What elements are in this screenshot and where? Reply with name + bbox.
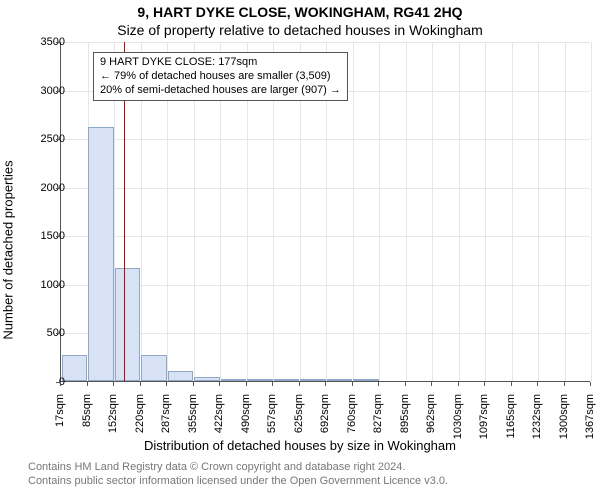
gridline-v [379,42,380,381]
x-tick-label: 220sqm [134,394,146,444]
histogram-bar [353,379,379,381]
gridline-v [512,42,513,381]
histogram-bar [300,379,326,381]
x-tick-mark [60,382,61,386]
histogram-bar [194,377,220,381]
y-tick-label: 3500 [41,36,65,48]
x-tick-mark [325,382,326,386]
x-tick-label: 962sqm [425,394,437,444]
callout-line-1: 9 HART DYKE CLOSE: 177sqm [100,56,341,70]
y-tick-mark [56,285,60,286]
y-tick-label: 2000 [41,182,65,194]
gridline-v [353,42,354,381]
x-tick-mark [272,382,273,386]
y-tick-mark [56,236,60,237]
y-tick-mark [56,42,60,43]
x-tick-mark [378,382,379,386]
footer-attribution: Contains HM Land Registry data © Crown c… [28,460,588,489]
histogram-bar [141,355,167,381]
gridline-v [459,42,460,381]
histogram-bar [88,127,114,382]
x-tick-label: 1300sqm [558,394,570,444]
histogram-bar [62,355,88,381]
callout-line-2: ← 79% of detached houses are smaller (3,… [100,70,341,84]
x-tick-label: 422sqm [213,394,225,444]
x-tick-mark [590,382,591,386]
gridline-v [591,42,592,381]
x-tick-mark [431,382,432,386]
x-tick-mark [537,382,538,386]
x-tick-label: 1232sqm [531,394,543,444]
y-tick-mark [56,188,60,189]
x-tick-label: 760sqm [346,394,358,444]
footer-line2: Contains public sector information licen… [28,474,588,488]
x-tick-mark [140,382,141,386]
x-tick-mark [352,382,353,386]
x-tick-label: 490sqm [240,394,252,444]
gridline-v [485,42,486,381]
x-tick-label: 1097sqm [478,394,490,444]
y-tick-mark [56,139,60,140]
x-tick-mark [246,382,247,386]
x-tick-mark [87,382,88,386]
histogram-bar [327,379,353,381]
page-title-line1: 9, HART DYKE CLOSE, WOKINGHAM, RG41 2HQ [0,4,600,20]
x-tick-mark [219,382,220,386]
histogram-bar [168,371,194,381]
x-tick-mark [484,382,485,386]
x-tick-label: 827sqm [372,394,384,444]
x-tick-label: 692sqm [319,394,331,444]
y-tick-label: 3000 [41,85,65,97]
x-tick-label: 17sqm [54,394,66,444]
x-tick-mark [113,382,114,386]
x-tick-label: 625sqm [293,394,305,444]
histogram-bar [247,379,273,381]
y-tick-mark [56,91,60,92]
footer-line1: Contains HM Land Registry data © Crown c… [28,460,588,474]
y-tick-label: 1500 [41,230,65,242]
x-tick-label: 895sqm [399,394,411,444]
gridline-v [432,42,433,381]
gridline-v [538,42,539,381]
gridline-v [565,42,566,381]
x-tick-label: 355sqm [187,394,199,444]
histogram-bar [115,268,141,381]
x-tick-label: 557sqm [266,394,278,444]
x-tick-label: 1367sqm [584,394,596,444]
x-tick-label: 287sqm [160,394,172,444]
x-tick-label: 1030sqm [452,394,464,444]
gridline-v [406,42,407,381]
chart-container: 9, HART DYKE CLOSE, WOKINGHAM, RG41 2HQ … [0,0,600,500]
page-title-line2: Size of property relative to detached ho… [0,22,600,38]
y-tick-label: 1000 [41,279,65,291]
x-tick-mark [299,382,300,386]
x-tick-label: 85sqm [81,394,93,444]
y-axis-label: Number of detached properties [1,160,16,339]
plot-area: 9 HART DYKE CLOSE: 177sqm← 79% of detach… [60,42,590,382]
x-tick-label: 1165sqm [505,394,517,444]
x-tick-mark [511,382,512,386]
x-tick-mark [458,382,459,386]
x-tick-mark [193,382,194,386]
x-tick-label: 152sqm [107,394,119,444]
y-tick-label: 2500 [41,133,65,145]
property-callout: 9 HART DYKE CLOSE: 177sqm← 79% of detach… [93,52,348,101]
histogram-bar [221,379,247,381]
x-tick-mark [166,382,167,386]
histogram-bar [274,379,300,381]
y-tick-mark [56,333,60,334]
x-tick-mark [564,382,565,386]
callout-line-3: 20% of semi-detached houses are larger (… [100,84,341,98]
x-tick-mark [405,382,406,386]
